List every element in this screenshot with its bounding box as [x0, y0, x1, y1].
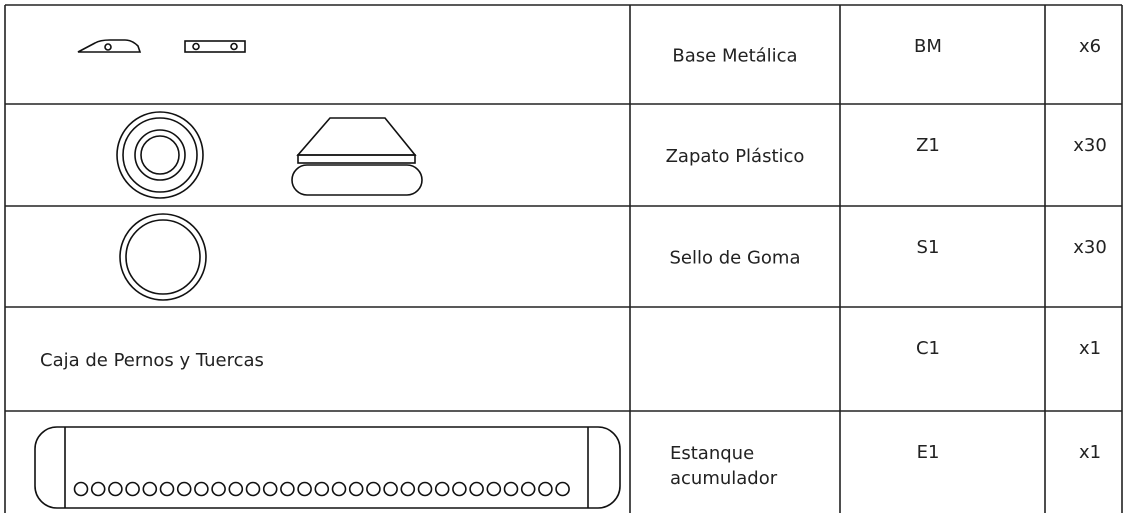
description: Zapato Plástico	[666, 146, 805, 167]
plastic-shoe-drawing	[116, 111, 423, 199]
table-grid	[4, 4, 1123, 513]
quantity: x6	[1079, 36, 1101, 57]
rubber-seal-drawing	[119, 213, 207, 301]
description: acumulador	[670, 468, 778, 489]
quantity: x30	[1073, 135, 1107, 156]
quantity: x1	[1079, 338, 1101, 359]
code: Z1	[916, 135, 940, 156]
quantity: x1	[1079, 442, 1101, 463]
description: Estanque	[670, 443, 754, 464]
description: Base Metálica	[672, 46, 797, 67]
code: BM	[914, 36, 942, 57]
code: E1	[917, 442, 940, 463]
tank-drawing	[34, 426, 621, 509]
code: S1	[917, 237, 940, 258]
code: C1	[916, 338, 940, 359]
description: Sello de Goma	[670, 248, 801, 269]
quantity: x30	[1073, 237, 1107, 258]
item-label: Caja de Pernos y Tuercas	[40, 350, 264, 371]
metal-base-drawing	[77, 39, 246, 53]
